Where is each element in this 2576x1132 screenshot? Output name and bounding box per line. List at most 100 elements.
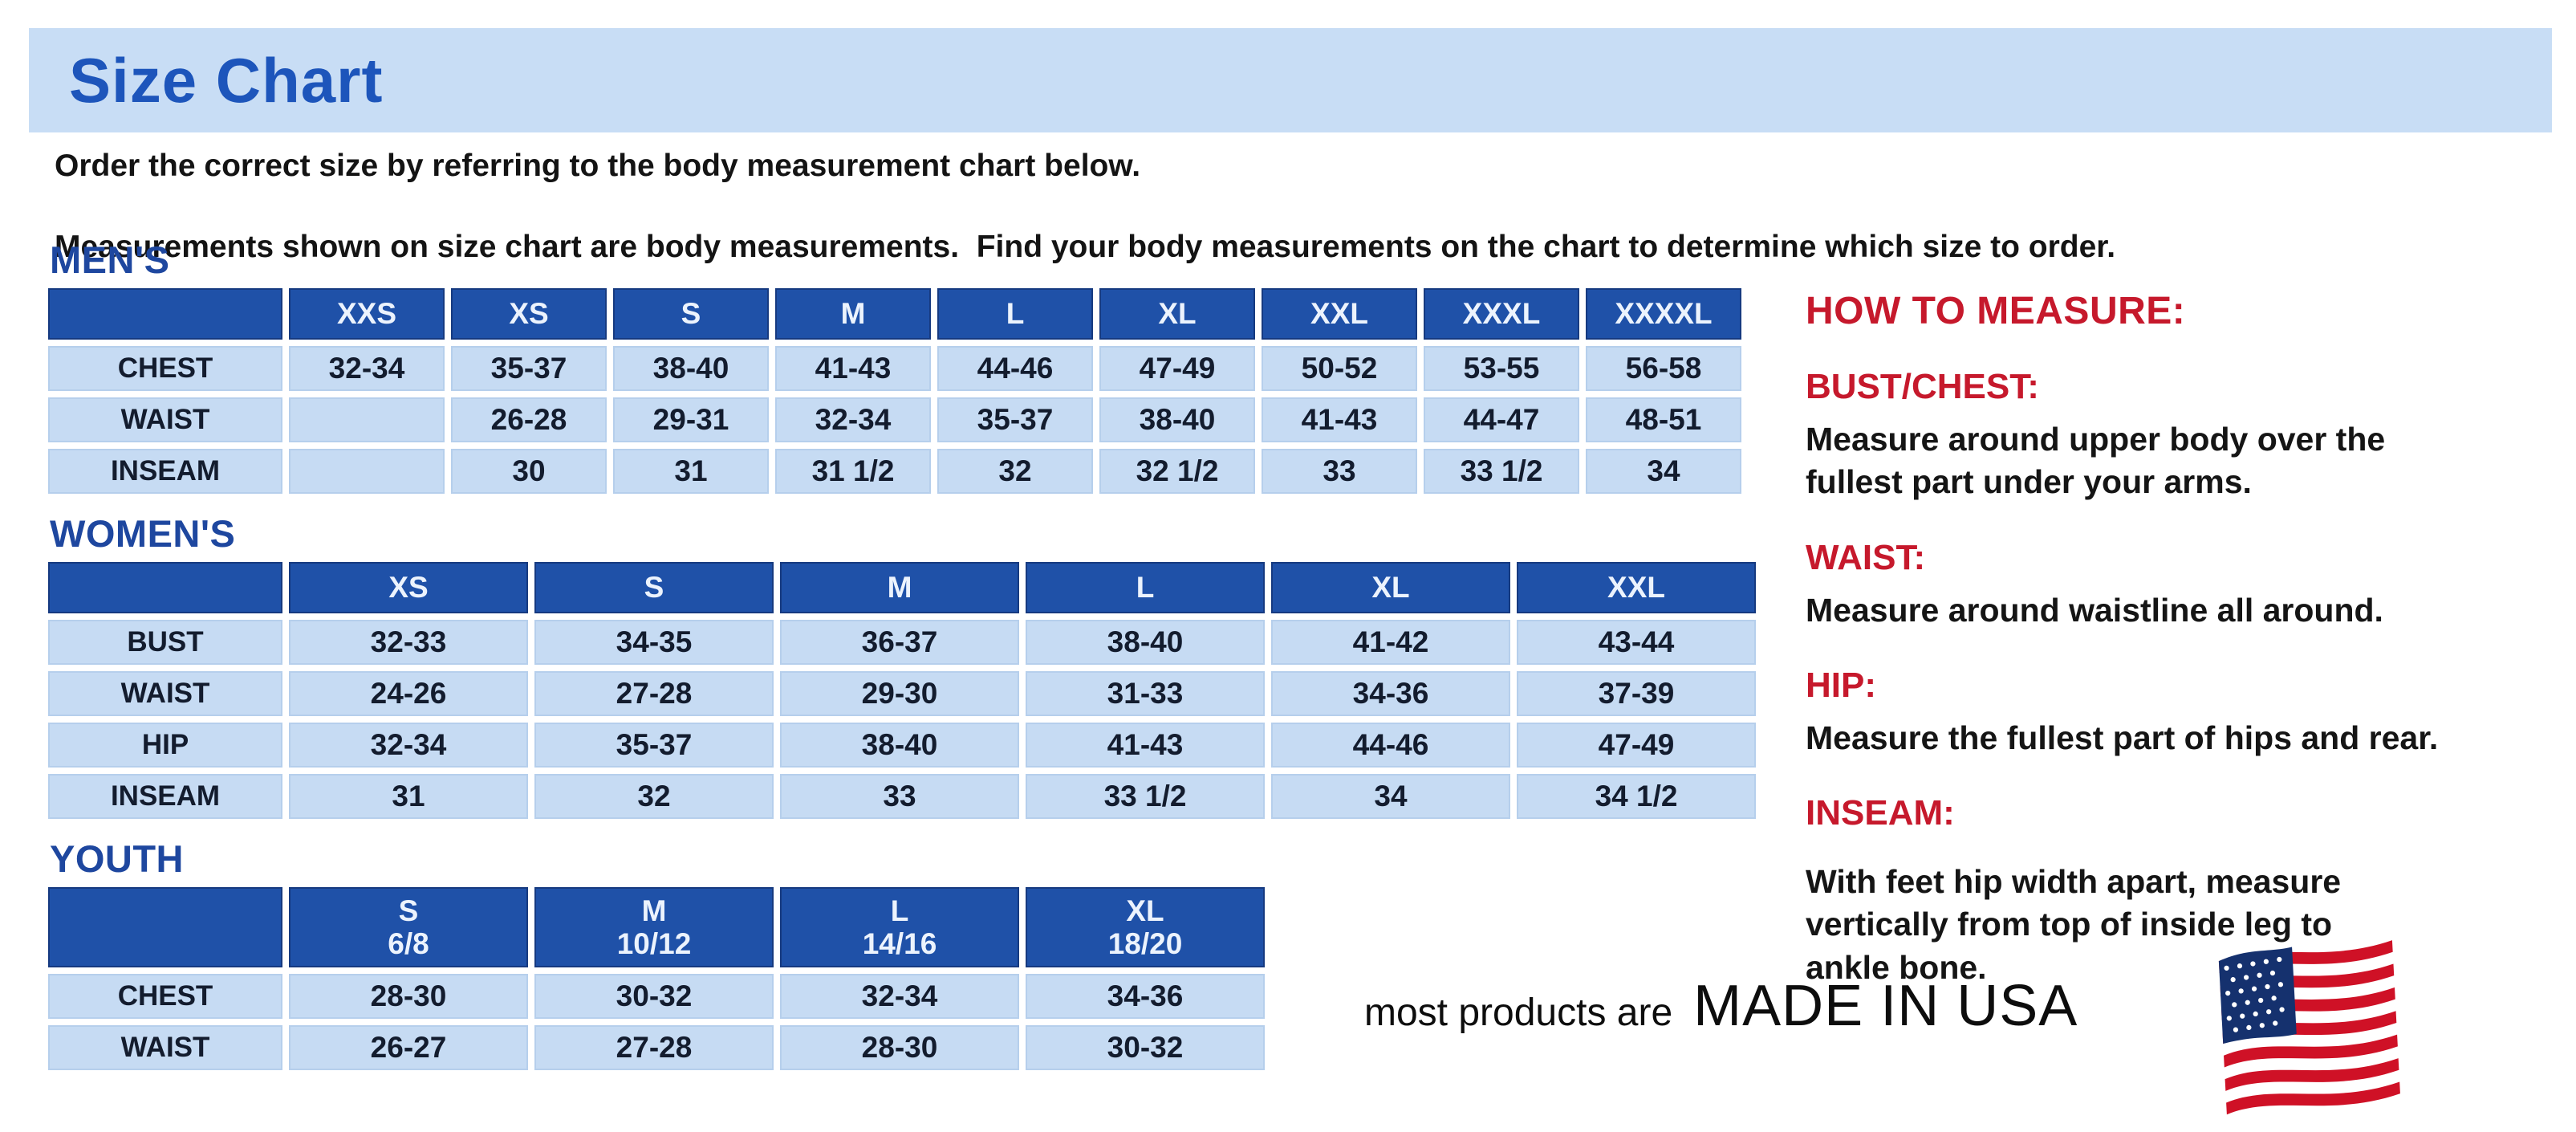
value-cell: 50-52 [1262, 346, 1417, 391]
value-cell: 35-37 [534, 723, 774, 768]
size-range: 6/8 [388, 927, 429, 960]
size-header-cell: S 6/8 [289, 887, 528, 967]
size-header-cell: XXL [1517, 562, 1756, 613]
size-header-cell: XXS [289, 288, 445, 340]
size-header-cell: S [613, 288, 769, 340]
size-header-cell: XXL [1262, 288, 1417, 340]
value-cell: 31 [613, 449, 769, 494]
value-cell: 34-36 [1271, 671, 1510, 716]
section-label-mens: MEN'S [50, 238, 170, 281]
table-row: CHEST 28-30 30-32 32-34 34-36 [48, 974, 1265, 1019]
value-cell: 44-46 [1271, 723, 1510, 768]
value-cell: 32 1/2 [1099, 449, 1255, 494]
measure-text: Measure around upper body over the fulle… [1806, 421, 2386, 501]
size-name: L [890, 894, 909, 927]
value-cell: 38-40 [613, 346, 769, 391]
row-label-cell: WAIST [48, 397, 282, 442]
value-cell: 30 [451, 449, 607, 494]
youth-size-table: S 6/8 M 10/12 L 14/16 XL 18/20 CHEST 28-30 30-32 32… [42, 881, 1271, 1077]
made-in-usa-note: most products are MADE IN USA [1364, 973, 2078, 1039]
table-row: WAIST 26-27 27-28 28-30 30-32 [48, 1025, 1265, 1070]
table-row: HIP 32-34 35-37 38-40 41-43 44-46 47-49 [48, 723, 1756, 768]
value-cell: 33 [780, 774, 1019, 819]
measure-label: HIP: [1806, 665, 1876, 705]
value-cell: 26-28 [451, 397, 607, 442]
size-header-cell: S [534, 562, 774, 613]
size-name: S [398, 894, 419, 927]
measure-label: INSEAM: [1806, 793, 1955, 833]
size-header-cell: L [937, 288, 1093, 340]
intro-line-1: Order the correct size by referring to t… [55, 149, 1141, 183]
table-corner-cell [48, 288, 282, 340]
value-cell: 41-43 [1026, 723, 1265, 768]
value-cell: 38-40 [1026, 620, 1265, 665]
header-row: S 6/8 M 10/12 L 14/16 XL 18/20 [48, 887, 1265, 967]
measure-label: WAIST: [1806, 537, 1926, 577]
measure-item-hip: HIP: Measure the fullest part of hips an… [1806, 666, 2568, 759]
value-cell: 38-40 [780, 723, 1019, 768]
value-cell: 31-33 [1026, 671, 1265, 716]
table-row: BUST 32-33 34-35 36-37 38-40 41-42 43-44 [48, 620, 1756, 665]
table-row: INSEAM 31 32 33 33 1/2 34 34 1/2 [48, 774, 1756, 819]
womens-size-table: XS S M L XL XXL BUST 32-33 34-35 36-37 38-40 41-42 4… [42, 556, 1762, 825]
measure-item-bust-chest: BUST/CHEST: Measure around upper body ov… [1806, 367, 2568, 504]
measure-item-waist: WAIST: Measure around waistline all arou… [1806, 538, 2568, 632]
measure-text: With feet hip width apart, measure verti… [1806, 863, 2342, 986]
table-row: WAIST 26-28 29-31 32-34 35-37 38-40 41-43 44-47… [48, 397, 1741, 442]
size-header-cell: XL [1271, 562, 1510, 613]
size-header-cell: M 10/12 [534, 887, 774, 967]
value-cell: 24-26 [289, 671, 528, 716]
table-row: WAIST 24-26 27-28 29-30 31-33 34-36 37-39 [48, 671, 1756, 716]
value-cell: 48-51 [1586, 397, 1741, 442]
row-label-cell: WAIST [48, 671, 282, 716]
value-cell: 47-49 [1099, 346, 1255, 391]
header-row: XS S M L XL XXL [48, 562, 1756, 613]
size-header-cell: XL 18/20 [1026, 887, 1265, 967]
table-row: INSEAM 30 31 31 1/2 32 32 1/2 33 33 1/2 34 [48, 449, 1741, 494]
value-cell: 43-44 [1517, 620, 1756, 665]
size-header-cell: L 14/16 [780, 887, 1019, 967]
size-header-cell: M [780, 562, 1019, 613]
value-cell: 34 [1271, 774, 1510, 819]
row-label-cell: WAIST [48, 1025, 282, 1070]
table-corner-cell [48, 562, 282, 613]
value-cell: 28-30 [289, 974, 528, 1019]
page-title: Size Chart [69, 44, 384, 116]
value-cell: 30-32 [534, 974, 774, 1019]
size-header-cell: M [775, 288, 931, 340]
mens-size-table: XXS XS S M L XL XXL XXXL XXXXL CHEST 32-34 35-37 38-… [42, 282, 1748, 500]
how-to-measure-title: HOW TO MEASURE: [1806, 290, 2186, 332]
measure-text: Measure around waistline all around. [1806, 591, 2383, 629]
value-cell: 33 [1262, 449, 1417, 494]
value-cell: 31 1/2 [775, 449, 931, 494]
value-cell: 36-37 [780, 620, 1019, 665]
size-range: 14/16 [862, 927, 937, 960]
value-cell: 32-34 [289, 723, 528, 768]
intro-line-2: Measurements shown on size chart are bod… [55, 230, 2116, 265]
value-cell: 33 1/2 [1424, 449, 1579, 494]
size-header-cell: XS [289, 562, 528, 613]
value-cell: 53-55 [1424, 346, 1579, 391]
measure-label: BUST/CHEST: [1806, 367, 2039, 406]
size-name: XL [1126, 894, 1164, 927]
size-range: 18/20 [1107, 927, 1183, 960]
value-cell: 47-49 [1517, 723, 1756, 768]
size-header-cell: XXXL [1424, 288, 1579, 340]
value-cell [289, 449, 445, 494]
size-header-cell: XL [1099, 288, 1255, 340]
made-in-usa-text: MADE IN USA [1693, 974, 2078, 1038]
measure-text: Measure the fullest part of hips and rea… [1806, 719, 2439, 756]
value-cell: 38-40 [1099, 397, 1255, 442]
value-cell: 32-34 [289, 346, 445, 391]
row-label-cell: CHEST [48, 346, 282, 391]
value-cell: 35-37 [451, 346, 607, 391]
value-cell [289, 397, 445, 442]
value-cell: 32-33 [289, 620, 528, 665]
value-cell: 27-28 [534, 671, 774, 716]
how-to-measure-section: HOW TO MEASURE: BUST/CHEST: Measure arou… [1806, 289, 2568, 989]
value-cell: 27-28 [534, 1025, 774, 1070]
size-name: M [641, 894, 667, 927]
value-cell: 28-30 [780, 1025, 1019, 1070]
size-tables-section: MEN'S XXS XS S M L XL XXL XXXL XXXXL CHEST 32-34 35… [48, 238, 1762, 1081]
